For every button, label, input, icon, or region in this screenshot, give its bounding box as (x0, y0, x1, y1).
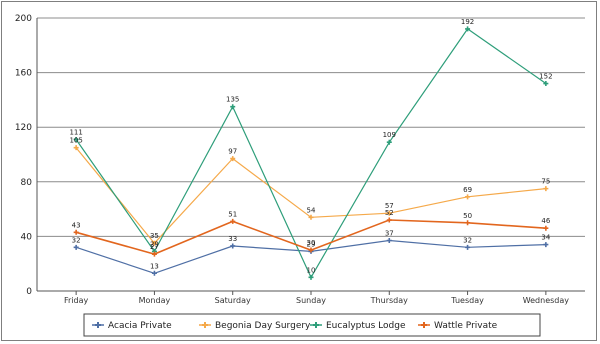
data-label: 35 (150, 232, 159, 240)
y-tick-label: 0 (26, 287, 32, 297)
x-tick-label: Sunday (296, 296, 326, 305)
y-tick-label: 40 (21, 232, 33, 242)
data-label: 32 (463, 236, 472, 244)
data-point (543, 225, 549, 231)
legend-label: Eucalyptus Lodge (326, 321, 406, 331)
data-point (543, 242, 549, 248)
data-label: 192 (461, 18, 474, 26)
data-point (151, 240, 157, 246)
data-label: 46 (541, 217, 550, 225)
legend-label: Begonia Day Surgery (215, 321, 311, 331)
y-tick-label: 80 (21, 178, 33, 188)
data-point (230, 104, 236, 110)
legend-marker (95, 322, 101, 328)
data-label: 32 (72, 236, 81, 244)
data-point (151, 251, 157, 257)
data-label: 105 (69, 137, 82, 145)
y-tick-label: 160 (15, 69, 32, 79)
data-point (230, 218, 236, 224)
x-tick-label: Thursday (370, 296, 408, 305)
data-label: 37 (385, 229, 394, 237)
grid-layer (37, 17, 585, 292)
legend-marker (202, 322, 208, 328)
x-tick-label: Monday (139, 296, 171, 305)
data-label: 33 (228, 235, 237, 243)
legend-label: Wattle Private (434, 321, 498, 331)
data-point (308, 274, 314, 280)
data-point (230, 243, 236, 249)
data-label: 52 (385, 209, 394, 217)
axis-layer: 0 40 80 120 160 200 Friday Monday Saturday Sunday… (15, 14, 569, 305)
data-point (386, 210, 392, 216)
y-tick-label: 200 (15, 14, 32, 24)
data-label: 57 (385, 202, 394, 210)
data-label: 30 (307, 239, 316, 247)
x-tick-label: Friday (64, 296, 89, 305)
data-label: 50 (463, 212, 472, 220)
legend: Acacia Private Begonia Day Surgery Eucalyp… (83, 313, 541, 337)
data-label-layer: 32 13 33 29 37 32 34 105 35 97 54 57 69 75 111 29 135 10 1… (69, 18, 552, 274)
data-label: 109 (383, 131, 396, 139)
data-label: 75 (541, 178, 550, 186)
data-point (73, 229, 79, 235)
data-label: 111 (69, 128, 82, 136)
series-line-1 (75, 147, 546, 244)
data-point (386, 217, 392, 223)
data-point (308, 214, 314, 220)
data-label: 43 (72, 221, 81, 229)
data-point (386, 139, 392, 145)
data-label: 135 (226, 96, 239, 104)
data-point (465, 194, 471, 200)
data-label: 69 (463, 186, 472, 194)
legend-marker (421, 322, 427, 328)
data-point (151, 270, 157, 276)
data-label: 27 (150, 243, 159, 251)
data-point (465, 220, 471, 226)
x-tick-label: Wednesday (523, 296, 570, 305)
data-point (386, 237, 392, 243)
data-point (73, 244, 79, 250)
y-tick-label: 120 (15, 123, 32, 133)
data-point (543, 186, 549, 192)
data-label: 152 (539, 73, 552, 81)
data-point (465, 26, 471, 32)
data-label: 54 (307, 206, 316, 214)
series-layer (73, 26, 549, 280)
data-label: 29 (150, 240, 159, 248)
legend-marker (313, 322, 319, 328)
data-label: 97 (228, 148, 237, 156)
data-label: 29 (307, 240, 316, 248)
data-label: 10 (307, 266, 316, 274)
legend-label: Acacia Private (108, 321, 172, 331)
data-point (308, 247, 314, 253)
data-label: 13 (150, 262, 159, 270)
data-point (230, 156, 236, 162)
data-point (543, 81, 549, 87)
data-point (465, 244, 471, 250)
data-label: 34 (541, 234, 550, 242)
data-label: 51 (228, 210, 237, 218)
x-tick-label: Tuesday (450, 296, 484, 305)
data-point (73, 136, 79, 142)
x-tick-label: Saturday (215, 296, 251, 305)
data-point (73, 145, 79, 151)
